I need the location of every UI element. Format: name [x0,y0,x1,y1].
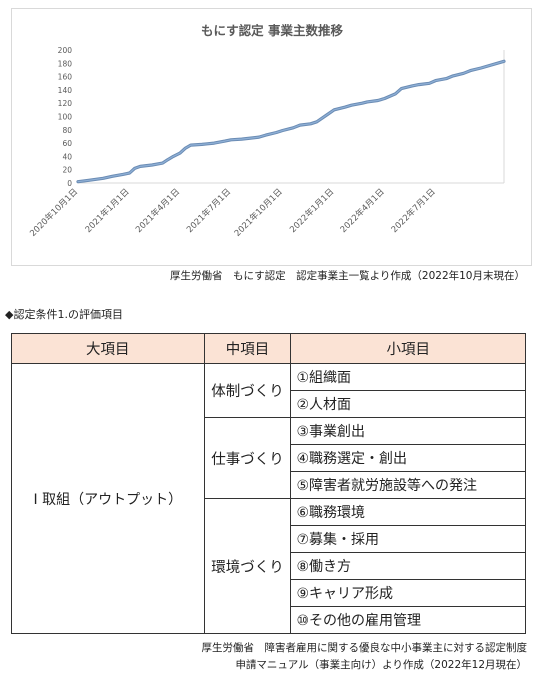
y-tick-label: 160 [58,73,73,82]
y-tick-label: 200 [58,46,73,55]
y-tick-label: 180 [58,59,73,68]
table-source-note: 厚生労働省 障害者雇用に関する優良な中小事業主に対する認定制度 申請マニュアル（… [202,640,528,674]
table-row: ⑧働き方 [12,552,526,580]
minor-item: ⑦募集・採用 [290,525,526,553]
table-row: 環境づくり ⑥職務環境 [12,498,526,634]
y-tick-label: 40 [62,152,72,161]
table-header-row: 大項目 中項目 小項目 [11,333,526,364]
table-row: ⑤障害者就労施設等への発注 [12,471,526,499]
plot-area [76,59,506,184]
x-tick-label: 2022年1月1日 [288,186,337,235]
minor-item: ①組織面 [290,363,526,391]
x-tick-label: 2022年4月1日 [338,186,387,235]
middle-item: 仕事づくり [203,417,292,499]
minor-item: ④職務選定・創出 [290,444,526,472]
table-row: ⑩その他の雇用管理 [12,606,526,634]
table-source-line-2: 申請マニュアル（事業主向け）より作成（2022年12月現在） [235,659,527,671]
y-tick-label: 0 [67,179,72,188]
x-tick-label: 2021年7月1日 [184,186,233,235]
minor-item: ⑥職務環境 [290,498,526,526]
x-tick-label: 2020年10月1日 [28,186,81,239]
minor-item: ⑨キャリア形成 [290,579,526,607]
x-tick-label: 2022年7月1日 [389,186,438,235]
table-row: ⑨キャリア形成 [12,579,526,607]
table-source-line-1: 厚生労働省 障害者雇用に関する優良な中小事業主に対する認定制度 [201,642,528,654]
y-tick-label: 20 [62,166,72,175]
chart-panel: もにす認定 事業主数推移 0 20 40 60 80 100 120 140 160 180 200… [11,8,532,266]
minor-item: ⑧働き方 [290,552,526,580]
table-row: Ⅰ 取組（アウトプット） 体制づくり ①組織面 [11,363,526,634]
minor-item: ⑩その他の雇用管理 [290,606,526,634]
y-tick-label: 140 [58,86,73,95]
x-tick-label: 2021年1月1日 [83,186,132,235]
header-major: 大項目 [11,333,205,364]
header-middle: 中項目 [203,333,292,364]
y-tick-label: 120 [58,99,73,108]
middle-item: 体制づくり [203,363,292,418]
chart-title: もにす認定 事業主数推移 [201,23,343,38]
minor-item: ③事業創出 [290,417,526,445]
y-tick-label: 100 [58,113,73,122]
section-heading: ◆認定条件1.の評価項目 [5,308,123,321]
header-minor: 小項目 [290,333,526,364]
y-axis: 0 20 40 60 80 100 120 140 160 180 200 [58,46,73,188]
evaluation-table: 大項目 中項目 小項目 Ⅰ 取組（アウトプット） 体制づくり ①組織面 ②人材面… [11,333,526,634]
y-tick-label: 60 [62,139,72,148]
line-chart: もにす認定 事業主数推移 0 20 40 60 80 100 120 140 160 180 200… [28,23,506,239]
middle-item: 環境づくり [203,498,292,634]
table-row: ②人材面 [12,390,526,418]
x-axis: 2020年10月1日 2021年1月1日 2021年4月1日 2021年7月1日 202… [28,50,505,239]
minor-item: ②人材面 [290,390,526,418]
minor-item: ⑤障害者就労施設等への発注 [290,471,526,499]
table-row: 仕事づくり ③事業創出 [12,417,526,499]
x-tick-label: 2021年10月1日 [232,186,285,239]
x-tick-label: 2021年4月1日 [133,186,182,235]
chart-source-note: 厚生労働省 もにす認定 認定事業主一覧より作成（2022年10月末現在） [170,270,525,282]
y-tick-label: 80 [62,126,72,135]
major-item: Ⅰ 取組（アウトプット） [11,363,205,634]
series-line-highlight [77,60,505,183]
